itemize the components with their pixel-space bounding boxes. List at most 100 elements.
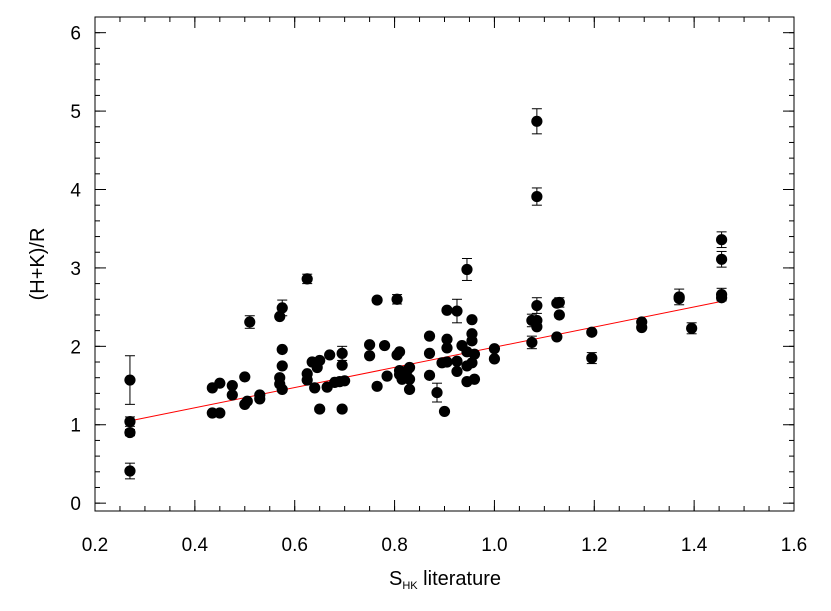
data-point xyxy=(336,403,348,415)
error-bars xyxy=(124,108,727,480)
data-point xyxy=(403,373,416,385)
data-point xyxy=(423,369,436,381)
data-point xyxy=(378,339,391,352)
data-point xyxy=(451,305,463,317)
y-tick-label: 4 xyxy=(70,181,81,202)
data-point xyxy=(441,304,453,316)
data-point xyxy=(339,375,351,387)
data-point xyxy=(438,405,451,418)
data-point xyxy=(551,331,563,343)
y-axis-title: (H+K)/R xyxy=(27,228,49,301)
x-tick-labels: 0.2 0.4 0.6 0.8 1.0 1.2 1.4 1.6 xyxy=(82,535,807,556)
data-point xyxy=(423,347,436,359)
data-point xyxy=(451,365,463,378)
data-point xyxy=(488,343,501,355)
data-point xyxy=(531,321,543,333)
data-point xyxy=(488,353,501,365)
data-point xyxy=(364,350,376,362)
data-point xyxy=(716,253,728,265)
y-tick-labels: 0 1 2 3 4 5 6 xyxy=(70,24,81,515)
data-point xyxy=(274,310,286,323)
data-point xyxy=(466,357,478,369)
data-point xyxy=(553,309,565,321)
x-tick-label: 0.2 xyxy=(82,535,108,556)
data-point xyxy=(716,292,728,304)
x-tick-label: 1.2 xyxy=(581,535,607,556)
data-point xyxy=(466,335,478,347)
data-point xyxy=(214,407,226,419)
data-point xyxy=(301,374,313,386)
data-point xyxy=(371,380,383,392)
data-point xyxy=(586,352,598,364)
data-point xyxy=(393,346,406,358)
data-point xyxy=(124,426,136,439)
data-point xyxy=(124,374,136,386)
y-tick-label: 6 xyxy=(70,24,81,45)
x-tick-label: 0.8 xyxy=(381,535,407,556)
data-point xyxy=(431,386,443,399)
data-point xyxy=(124,416,136,428)
data-point xyxy=(381,370,393,382)
data-point xyxy=(441,342,453,354)
data-point xyxy=(371,294,383,306)
data-point xyxy=(226,389,238,401)
data-point xyxy=(254,393,266,405)
data-point xyxy=(239,371,251,383)
data-point xyxy=(586,326,598,338)
data-point xyxy=(214,377,226,389)
x-tick-label: 1.6 xyxy=(781,535,807,556)
data-point xyxy=(553,296,565,309)
data-point xyxy=(124,465,136,477)
data-point xyxy=(276,383,288,396)
data-point xyxy=(716,234,728,246)
axis-ticks xyxy=(94,16,795,511)
data-point xyxy=(526,336,538,349)
data-point xyxy=(226,379,238,392)
fit-line xyxy=(129,300,725,422)
x-axis-title-subscript: HK xyxy=(402,580,418,592)
data-point xyxy=(309,382,321,394)
data-point xyxy=(276,360,288,372)
plot-frame xyxy=(94,16,795,512)
x-axis-title-main: S xyxy=(389,568,402,590)
data-point xyxy=(468,373,481,385)
y-tick-label: 3 xyxy=(70,259,81,280)
x-axis-title: SHK literature xyxy=(389,568,501,592)
data-point xyxy=(241,395,253,407)
y-tick-label: 5 xyxy=(70,102,81,123)
data-point xyxy=(336,347,348,359)
data-point xyxy=(276,343,288,356)
data-point xyxy=(531,299,543,312)
data-point xyxy=(686,322,698,334)
data-point xyxy=(451,355,463,367)
data-point xyxy=(314,354,326,367)
data-point xyxy=(531,115,543,127)
data-point xyxy=(403,383,416,396)
data-point xyxy=(423,330,436,342)
y-tick-label: 1 xyxy=(70,416,81,437)
data-point xyxy=(461,263,473,276)
data-point xyxy=(531,190,543,203)
data-point xyxy=(364,339,376,351)
data-point xyxy=(336,359,348,371)
x-tick-label: 0.6 xyxy=(282,535,308,556)
data-point xyxy=(441,356,453,368)
data-point xyxy=(468,348,481,360)
data-point xyxy=(636,321,648,334)
data-point xyxy=(673,292,685,305)
y-tick-label: 2 xyxy=(70,337,81,358)
data-point xyxy=(441,333,453,345)
data-point xyxy=(276,302,288,314)
data-point xyxy=(314,403,326,415)
y-tick-label: 0 xyxy=(70,494,81,515)
data-point xyxy=(466,314,478,326)
data-point xyxy=(391,293,403,305)
data-point xyxy=(301,273,313,285)
x-tick-label: 0.4 xyxy=(182,535,209,556)
data-point xyxy=(324,349,336,361)
x-tick-label: 1.4 xyxy=(681,535,708,556)
data-points xyxy=(124,115,728,477)
x-tick-label: 1.0 xyxy=(481,535,507,556)
data-point xyxy=(403,361,416,374)
